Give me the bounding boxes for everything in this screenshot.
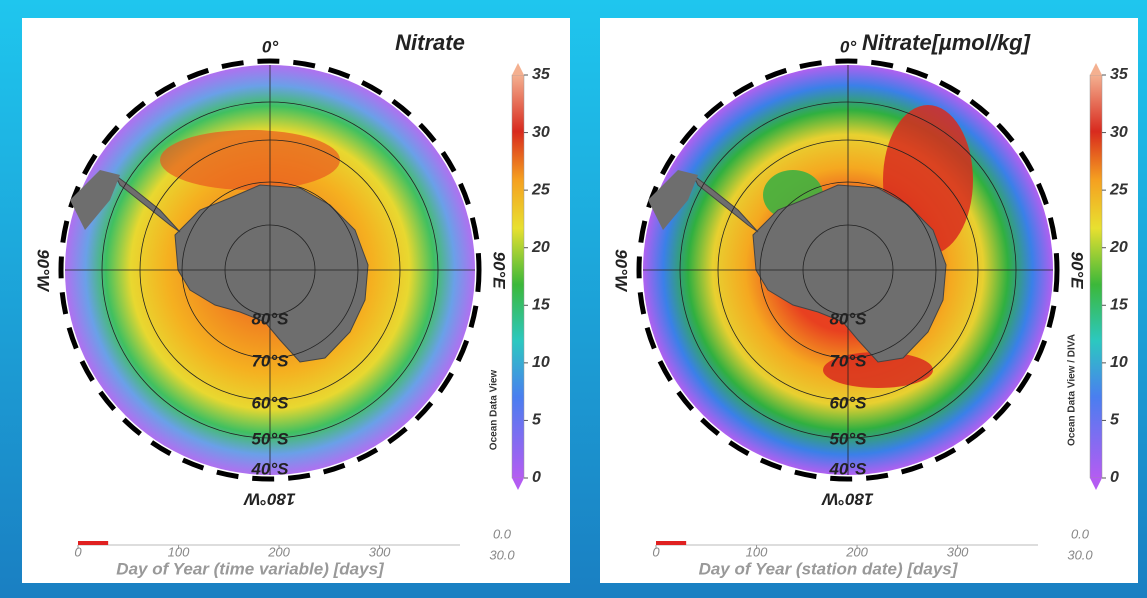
latitude-label: 80°S — [251, 309, 289, 328]
colorbar-tick-label: 30 — [1110, 124, 1128, 141]
latitude-label: 50°S — [251, 429, 289, 448]
colorbar-tick-label: 25 — [531, 181, 551, 198]
colorbar-tick-label: 5 — [1110, 412, 1120, 429]
timeline-tick-label: 100 — [746, 544, 768, 559]
timeline-tick-label: 300 — [369, 544, 391, 559]
timeline-tick-label: 0 — [74, 544, 82, 559]
panel-title: Nitrate — [395, 30, 465, 55]
longitude-label: 180°W — [242, 490, 295, 509]
colorbar-tick-label: 0 — [1110, 469, 1119, 486]
timeline-tick-label: 200 — [267, 544, 290, 559]
colorbar-tick-label: 5 — [532, 412, 542, 429]
timeline-range-label: 30.0 — [489, 547, 515, 562]
latitude-label: 40°S — [250, 459, 289, 478]
colorbar-tick-label: 30 — [532, 124, 550, 141]
latitude-label: 60°S — [829, 393, 867, 412]
timeline-tick-label: 0 — [652, 544, 660, 559]
colorbar-tick-label: 25 — [1109, 181, 1129, 198]
latitude-label: 60°S — [251, 393, 289, 412]
latitude-label: 70°S — [829, 351, 867, 370]
colorbar-tick-label: 10 — [532, 354, 550, 371]
longitude-label: 90°W — [612, 249, 631, 293]
page: 80°S 70°S 60°S 50°S 40°S 0° 90°W 90°E 180°W Nitra… — [0, 0, 1147, 598]
latitude-label: 70°S — [251, 351, 289, 370]
timeline-range-label: 0.0 — [1071, 526, 1090, 541]
field-patch — [160, 130, 340, 190]
latitude-label: 40°S — [828, 459, 867, 478]
latitude-label: 50°S — [829, 429, 867, 448]
colorbar-tick-label: 15 — [532, 297, 551, 314]
colorbar-tick-label: 15 — [1110, 297, 1129, 314]
timeline-tick-label: 200 — [845, 544, 868, 559]
timeline-range — [656, 541, 686, 545]
figure: 80°S 70°S 60°S 50°S 40°S 0° 90°W 90°E 180°W Nitra… — [0, 0, 1147, 598]
timeline-range — [78, 541, 108, 545]
credit: Ocean Data View / DIVA — [1067, 334, 1078, 446]
latitude-label: 80°S — [829, 309, 867, 328]
longitude-label: 90°W — [34, 249, 53, 293]
longitude-label: 180°W — [820, 490, 873, 509]
longitude-label: 0° — [840, 37, 856, 56]
timeline-label: Day of Year (station date) [days] — [699, 559, 959, 578]
timeline-tick-label: 100 — [168, 544, 190, 559]
longitude-label: 90°E — [1068, 251, 1087, 289]
panel-title: Nitrate[µmol/kg] — [862, 30, 1031, 55]
colorbar-tick-label: 20 — [531, 239, 550, 256]
colorbar-tick-label: 0 — [532, 469, 541, 486]
colorbar-tick-label: 35 — [1110, 66, 1129, 83]
colorbar-tick-label: 35 — [532, 66, 551, 83]
timeline-tick-label: 300 — [947, 544, 969, 559]
timeline-label: Day of Year (time variable) [days] — [116, 559, 385, 578]
timeline-range-label: 30.0 — [1067, 547, 1093, 562]
timeline-range-label: 0.0 — [493, 526, 512, 541]
colorbar — [1090, 75, 1102, 478]
longitude-label: 90°E — [490, 251, 509, 289]
credit: Ocean Data View — [489, 370, 500, 451]
longitude-label: 0° — [262, 37, 278, 56]
colorbar-tick-label: 10 — [1110, 354, 1128, 371]
colorbar-tick-label: 20 — [1109, 239, 1128, 256]
colorbar — [512, 75, 524, 478]
